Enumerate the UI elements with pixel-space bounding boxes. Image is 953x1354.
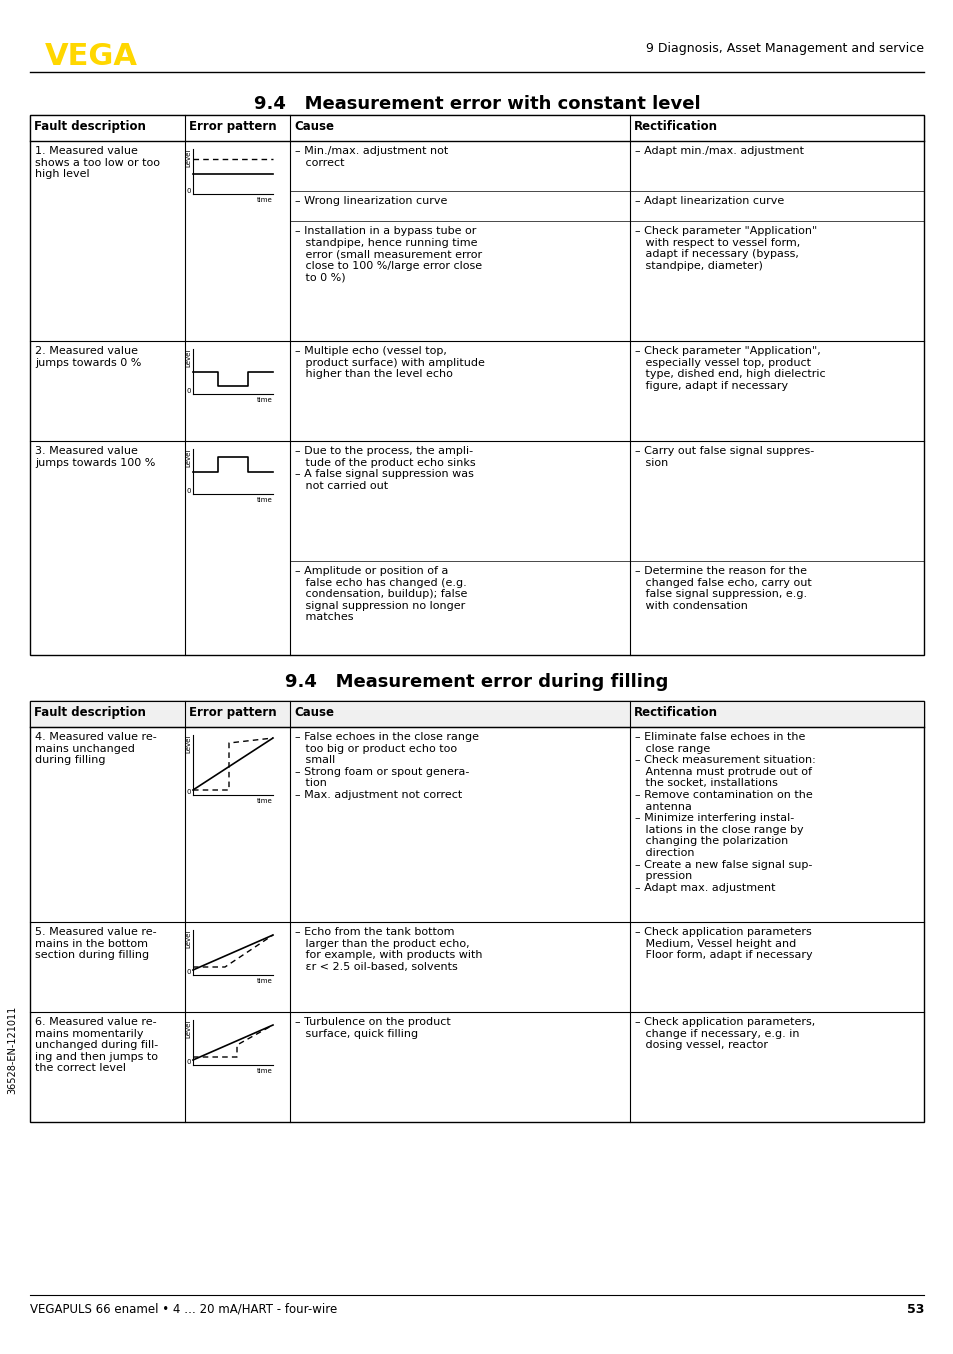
Bar (30, 115, 923, 655)
Text: Level: Level (185, 450, 191, 467)
Bar (30, 701, 923, 727)
Text: Cause: Cause (294, 121, 334, 133)
Text: 0: 0 (186, 969, 191, 975)
Text: – Check parameter "Application"
   with respect to vessel form,
   adapt if nece: – Check parameter "Application" with res… (635, 226, 817, 271)
Text: Level: Level (185, 930, 191, 948)
Text: VEGA: VEGA (45, 42, 138, 70)
Text: – False echoes in the close range
   too big or product echo too
   small
– Stro: – False echoes in the close range too bi… (294, 733, 478, 800)
Text: time: time (257, 798, 273, 804)
Text: – Due to the process, the ampli-
   tude of the product echo sinks
– A false sig: – Due to the process, the ampli- tude of… (294, 445, 476, 490)
Text: Fault description: Fault description (34, 121, 146, 133)
Text: Fault description: Fault description (34, 705, 146, 719)
Text: – Wrong linearization curve: – Wrong linearization curve (294, 196, 447, 206)
Text: 4. Measured value re-
mains unchanged
during filling: 4. Measured value re- mains unchanged du… (35, 733, 156, 765)
Text: 0: 0 (186, 188, 191, 194)
Text: time: time (257, 978, 273, 984)
Text: Level: Level (185, 349, 191, 367)
Text: – Amplitude or position of a
   false echo has changed (e.g.
   condensation, bu: – Amplitude or position of a false echo … (294, 566, 467, 623)
Text: – Echo from the tank bottom
   larger than the product echo,
   for example, wit: – Echo from the tank bottom larger than … (294, 927, 482, 972)
Text: – Installation in a bypass tube or
   standpipe, hence running time
   error (sm: – Installation in a bypass tube or stand… (294, 226, 481, 283)
Text: 5. Measured value re-
mains in the bottom
section during filling: 5. Measured value re- mains in the botto… (35, 927, 156, 960)
Text: – Eliminate false echoes in the
   close range
– Check measurement situation:
  : – Eliminate false echoes in the close ra… (635, 733, 815, 892)
Text: 0: 0 (186, 487, 191, 494)
Text: 53: 53 (905, 1303, 923, 1316)
Text: – Check parameter "Application",
   especially vessel top, product
   type, dish: – Check parameter "Application", especia… (635, 347, 824, 391)
Text: 1. Measured value
shows a too low or too
high level: 1. Measured value shows a too low or too… (35, 146, 160, 179)
Text: – Check application parameters
   Medium, Vessel height and
   Floor form, adapt: – Check application parameters Medium, V… (635, 927, 812, 960)
Text: Rectification: Rectification (634, 121, 718, 133)
Text: – Check application parameters,
   change if necessary, e.g. in
   dosing vessel: – Check application parameters, change i… (635, 1017, 815, 1051)
Text: time: time (257, 1068, 273, 1074)
Text: time: time (257, 397, 273, 403)
Text: Level: Level (185, 149, 191, 168)
Text: – Determine the reason for the
   changed false echo, carry out
   false signal : – Determine the reason for the changed f… (635, 566, 811, 611)
Text: Error pattern: Error pattern (189, 705, 276, 719)
Text: Level: Level (185, 1020, 191, 1039)
Text: Cause: Cause (294, 705, 334, 719)
Text: 0: 0 (186, 389, 191, 394)
Text: 2. Measured value
jumps towards 0 %: 2. Measured value jumps towards 0 % (35, 347, 141, 367)
Text: – Carry out false signal suppres-
   sion: – Carry out false signal suppres- sion (635, 445, 814, 467)
Text: – Multiple echo (vessel top,
   product surface) with amplitude
   higher than t: – Multiple echo (vessel top, product sur… (294, 347, 484, 379)
Bar (30, 115, 923, 141)
Text: time: time (257, 196, 273, 203)
Text: 36528-EN-121011: 36528-EN-121011 (7, 1006, 17, 1094)
Text: Error pattern: Error pattern (189, 121, 276, 133)
Text: Level: Level (185, 735, 191, 753)
Text: – Turbulence on the product
   surface, quick filling: – Turbulence on the product surface, qui… (294, 1017, 450, 1039)
Text: Rectification: Rectification (634, 705, 718, 719)
Text: – Min./max. adjustment not
   correct: – Min./max. adjustment not correct (294, 146, 448, 168)
Text: time: time (257, 497, 273, 502)
Text: 9.4   Measurement error during filling: 9.4 Measurement error during filling (285, 673, 668, 691)
Text: 3. Measured value
jumps towards 100 %: 3. Measured value jumps towards 100 % (35, 445, 155, 467)
Text: 0: 0 (186, 1059, 191, 1066)
Text: 9.4   Measurement error with constant level: 9.4 Measurement error with constant leve… (253, 95, 700, 112)
Text: – Adapt min./max. adjustment: – Adapt min./max. adjustment (635, 146, 803, 156)
Bar (30, 701, 923, 1122)
Text: – Adapt linearization curve: – Adapt linearization curve (635, 196, 783, 206)
Text: VEGAPULS 66 enamel • 4 … 20 mA/HART - four-wire: VEGAPULS 66 enamel • 4 … 20 mA/HART - fo… (30, 1303, 337, 1316)
Text: 9 Diagnosis, Asset Management and service: 9 Diagnosis, Asset Management and servic… (645, 42, 923, 56)
Text: 6. Measured value re-
mains momentarily
unchanged during fill-
ing and then jump: 6. Measured value re- mains momentarily … (35, 1017, 158, 1074)
Text: 0: 0 (186, 789, 191, 795)
